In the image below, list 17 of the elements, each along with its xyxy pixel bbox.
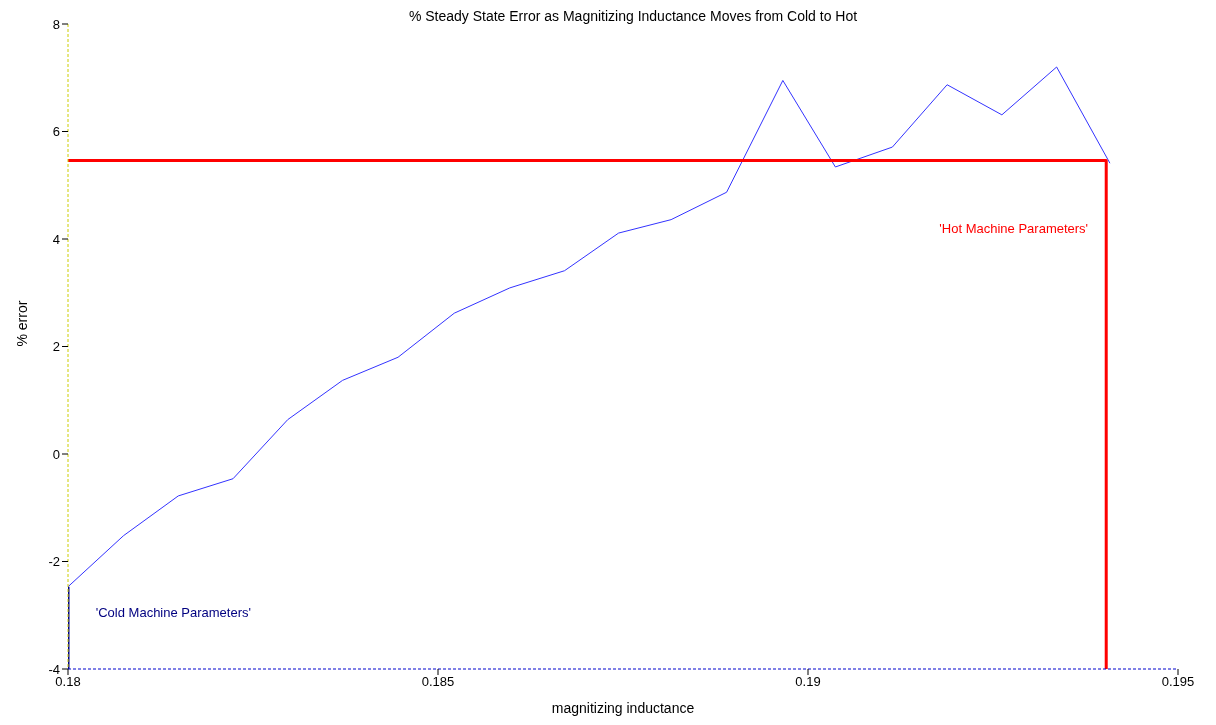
y-tick-label: 4: [52, 231, 60, 247]
y-tick-label: -4: [48, 661, 60, 677]
y-tick-label: 0: [52, 446, 60, 462]
line-series: [68, 66, 1111, 588]
annotation: 'Cold Machine Parameters': [95, 604, 252, 620]
x-axis-title: magnitizing inductance: [551, 700, 695, 716]
x-tick-label: 0.18: [55, 674, 81, 690]
y-tick-label: -2: [48, 554, 60, 570]
y-axis-title: % error: [13, 300, 30, 347]
annotation: 'Hot Machine Parameters': [939, 220, 1089, 236]
chart-title: % Steady State Error as Magnitizing Inductance Moves from Cold to Hot: [407, 8, 859, 24]
x-tick-label: 0.19: [795, 674, 821, 690]
y-tick-label: 6: [52, 124, 60, 140]
x-tick-label: 0.185: [421, 674, 455, 690]
y-tick-label: 8: [52, 16, 60, 32]
y-tick-label: 2: [52, 339, 60, 355]
x-tick-label: 0.195: [1161, 674, 1195, 690]
